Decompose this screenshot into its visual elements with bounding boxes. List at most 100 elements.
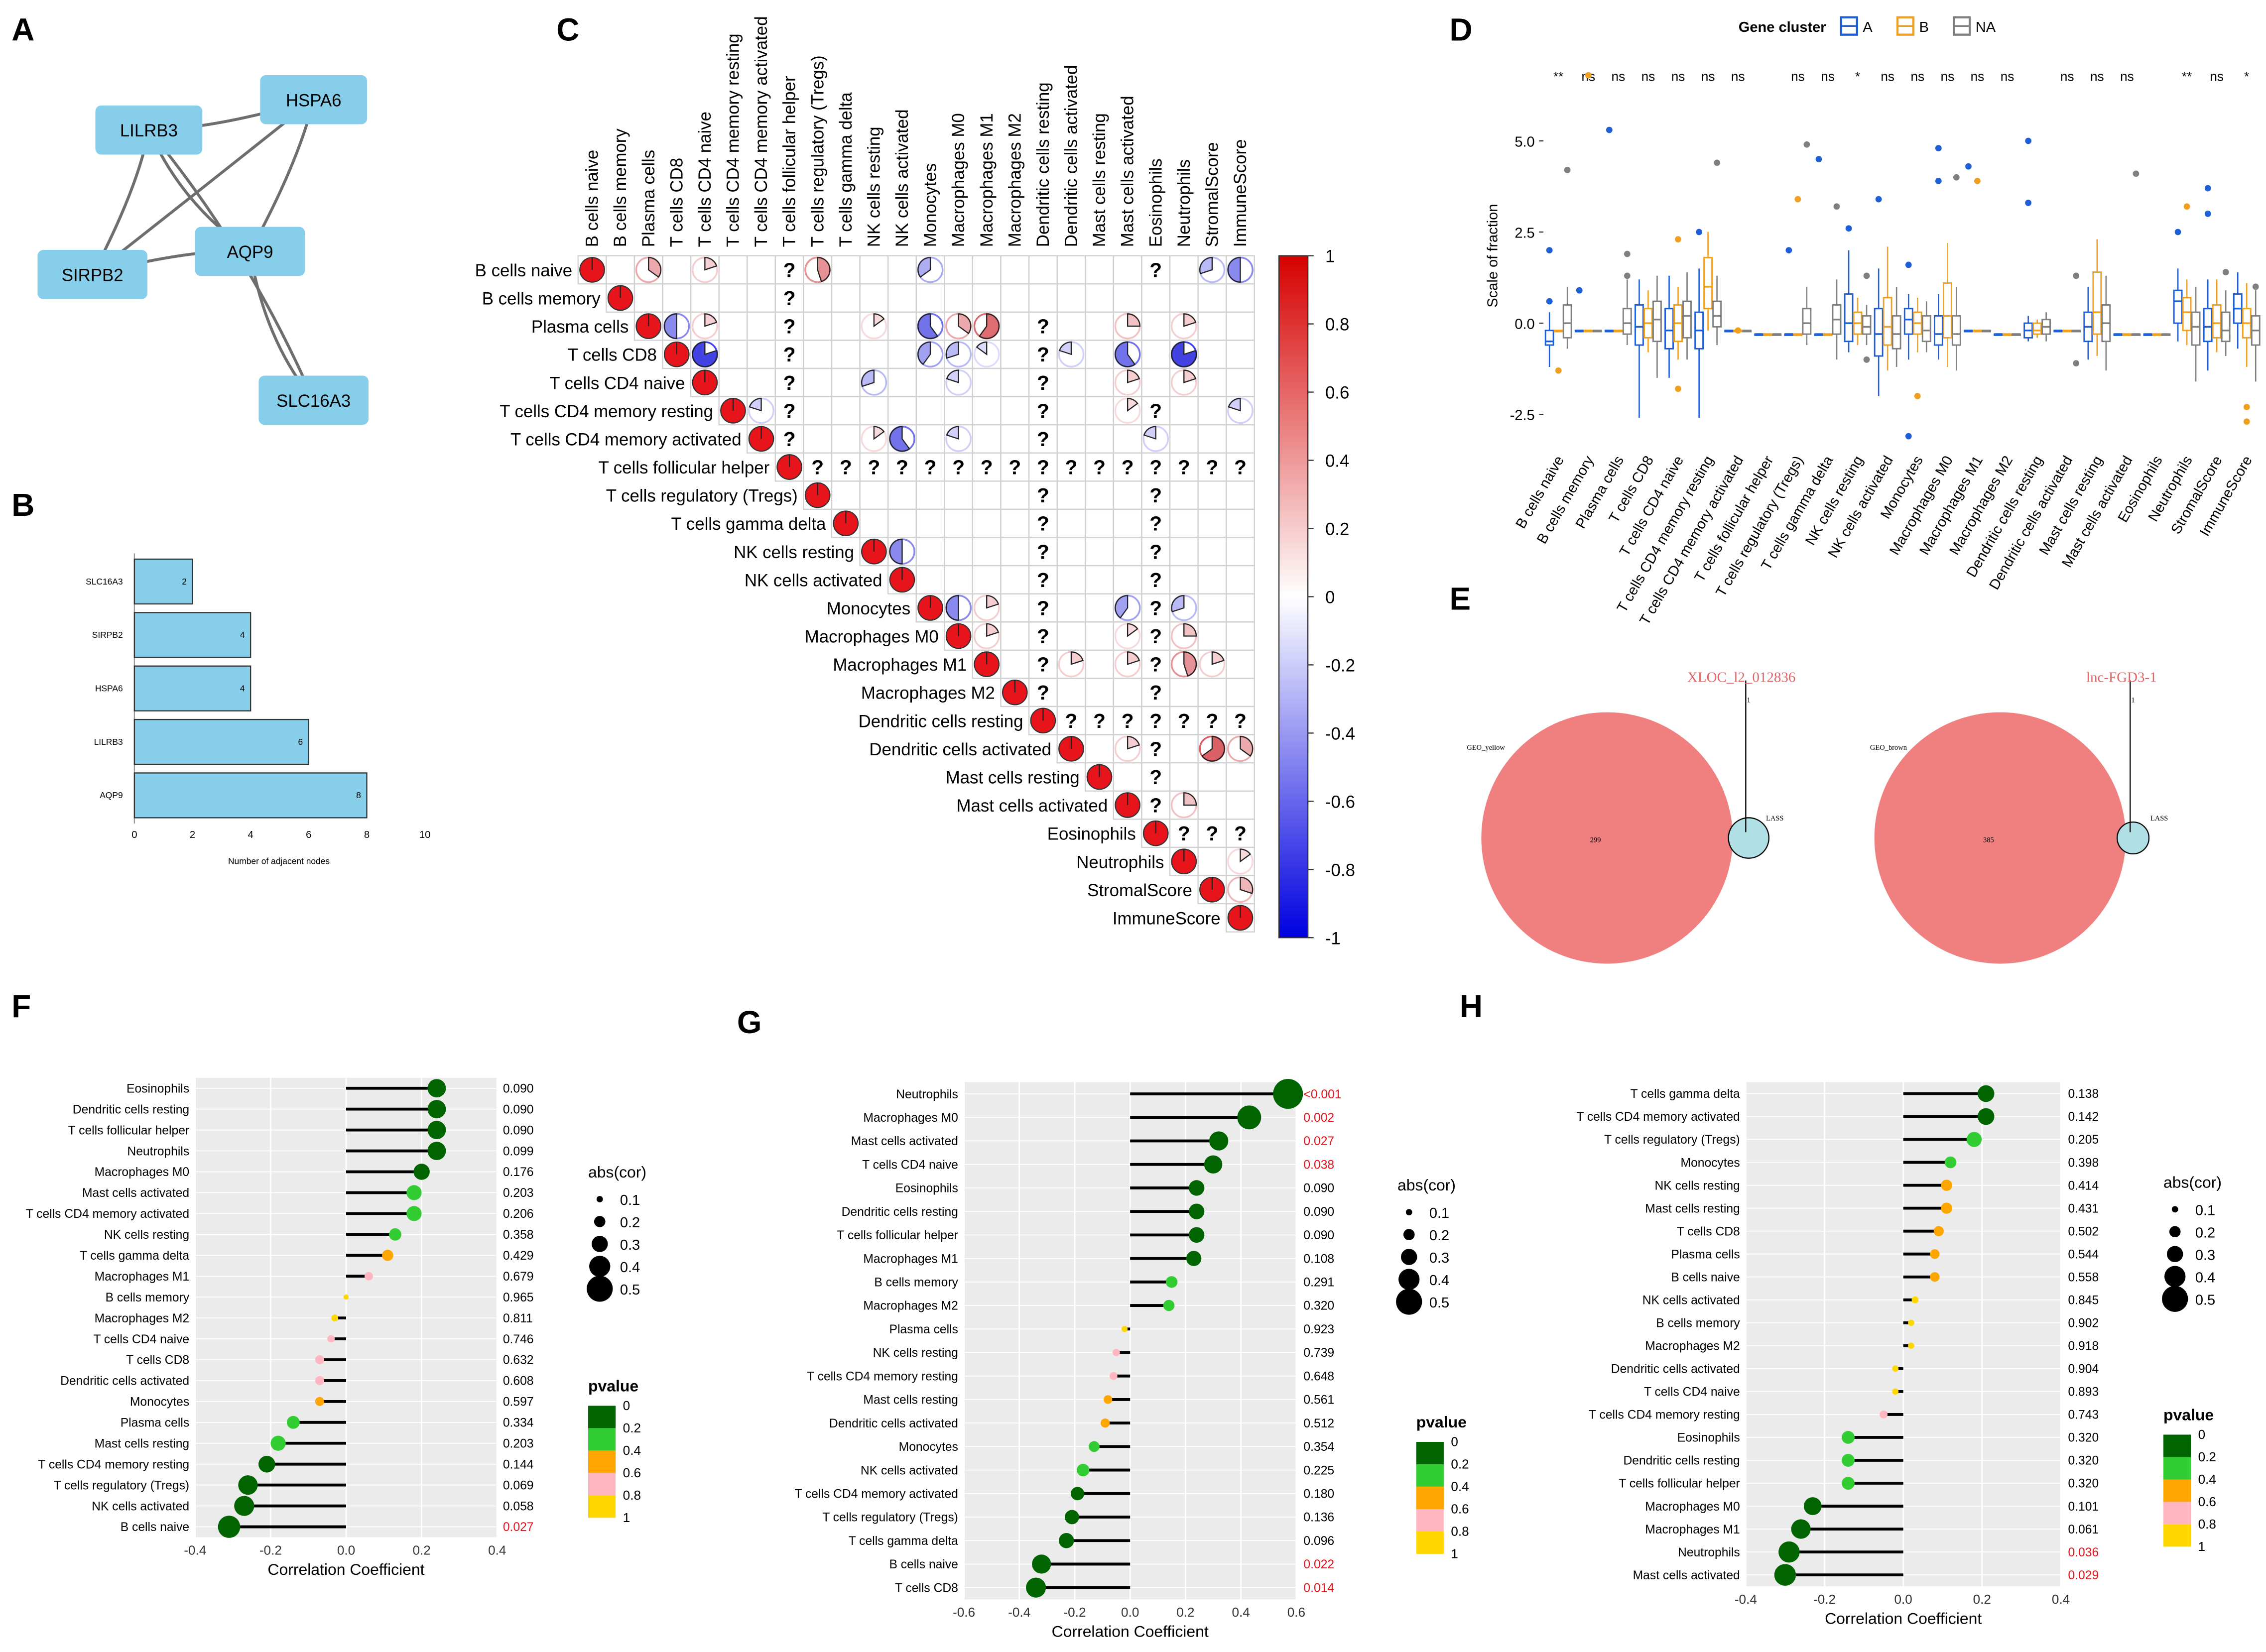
pvalue-legend-label: 0 [1451,1434,1458,1449]
row-label: Plasma cells [1671,1248,1740,1261]
matrix-cell [1085,593,1114,623]
row-label: T cells CD4 naive [862,1158,958,1172]
p-value-label: 0.320 [2068,1454,2099,1468]
matrix-cell [1226,678,1255,708]
matrix-cell [1226,311,1255,341]
matrix-cell [1056,311,1086,341]
row-label: Eosinophils [895,1182,958,1195]
significance-label: * [1855,69,1860,84]
p-value-label: 0.544 [2068,1248,2099,1261]
box-body [1802,308,1812,335]
lollipop-dot [234,1496,254,1516]
row-label: T cells CD4 naive [549,373,685,393]
size-legend-label: 0.2 [1429,1228,1449,1244]
matrix-cell [1169,565,1199,594]
pie-slice [1240,736,1254,757]
row-label: T cells CD4 naive [93,1333,189,1346]
unknown-mark: ? [783,399,796,422]
matrix-cell [1113,508,1142,538]
size-legend-label: 0.2 [620,1215,640,1231]
row-label: T cells follicular helper [837,1229,958,1242]
lollipop-dot [1892,1365,1899,1372]
matrix-cell [1169,424,1199,454]
row-label: NK cells resting [873,1346,958,1360]
matrix-cell [1169,762,1199,792]
matrix-cell [1169,283,1199,313]
size-legend-dot [1405,1209,1412,1215]
matrix-cell [718,340,748,369]
x-tick-label: -0.2 [1063,1605,1086,1620]
outlier-point [1863,272,1870,279]
unknown-mark: ? [1037,456,1049,479]
box-body [2173,289,2183,324]
bar-value-label: 2 [182,577,187,587]
matrix-cell [1085,649,1114,679]
matrix-cell [1056,283,1086,313]
matrix-cell [1197,424,1227,454]
matrix-cell [972,396,1002,426]
matrix-cell [718,283,748,313]
significance-label: * [2244,69,2249,84]
unknown-mark: ? [1149,653,1162,676]
network-node-label: LILRB3 [120,121,178,140]
row-label: Mast cells resting [946,768,1080,788]
p-value-label: 0.180 [1303,1488,1334,1501]
venn-E: XLOC_l2_012836 GEO_yellow LASS 299 1 lnc-FGD3… [1467,670,2168,964]
row-label: T cells CD4 naive [1644,1386,1740,1399]
matrix-cell [1028,283,1058,313]
matrix-cell [831,367,861,397]
pie-slice [1127,736,1140,750]
p-value-label: 0.090 [1303,1205,1334,1219]
p-value-label: 0.038 [1303,1158,1334,1172]
matrix-cell [887,311,917,341]
outlier-point [1815,156,1822,162]
matrix-cell [944,565,974,594]
pie-slice [979,313,1000,339]
outlier-point [1905,261,1912,268]
matrix-cell [831,480,861,510]
matrix-cell [1085,396,1114,426]
p-value-label: 0.142 [2068,1110,2099,1124]
p-value-label: 0.027 [503,1521,534,1534]
p-value-label: 0.036 [2068,1546,2099,1559]
size-legend-title: abs(cor) [588,1163,646,1181]
x-tick-label: -0.2 [1813,1592,1836,1607]
panel-label-B: B [11,487,34,523]
matrix-cell [831,255,861,285]
unknown-mark: ? [1149,540,1162,563]
matrix-cell [1141,340,1171,369]
matrix-cell [1226,790,1255,820]
p-value-label: 0.029 [2068,1569,2099,1582]
legend-label: A [1863,19,1873,35]
x-tick-label: 0.4 [1232,1605,1250,1620]
x-tick-label: -0.2 [259,1542,282,1557]
p-value-label: 0.014 [1303,1581,1334,1595]
lollipop-dot [1842,1477,1855,1490]
p-value-label: 0.099 [503,1145,534,1158]
pvalue-legend-label: 1 [623,1510,630,1525]
outlier-point [2073,360,2080,367]
matrix-cell [944,283,974,313]
p-value-label: 0.608 [503,1375,534,1388]
lollipop-dot [1803,1497,1822,1515]
matrix-cell [1113,255,1142,285]
outlier-point [1794,196,1801,203]
lollipop-dot [1204,1155,1223,1174]
matrix-cell [1197,367,1227,397]
x-tick-label: 0.6 [1287,1605,1305,1620]
outlier-point [1833,203,1840,210]
column-label: Mast cells activated [1118,96,1137,247]
significance-label: ns [2090,69,2104,84]
matrix-cell [1056,678,1086,708]
outlier-point [2204,211,2211,217]
row-label: T cells gamma delta [80,1249,189,1263]
matrix-cell [1226,762,1255,792]
size-legend-dot [1403,1229,1415,1240]
row-label: T cells CD8 [895,1581,958,1595]
outlier-point [1953,174,1960,181]
unknown-mark: ? [1149,794,1162,817]
unknown-mark: ? [1149,512,1162,535]
venn-overlap-count: 1 [2131,696,2135,704]
matrix-cell [1085,621,1114,651]
network-node-label: SLC16A3 [276,391,351,411]
